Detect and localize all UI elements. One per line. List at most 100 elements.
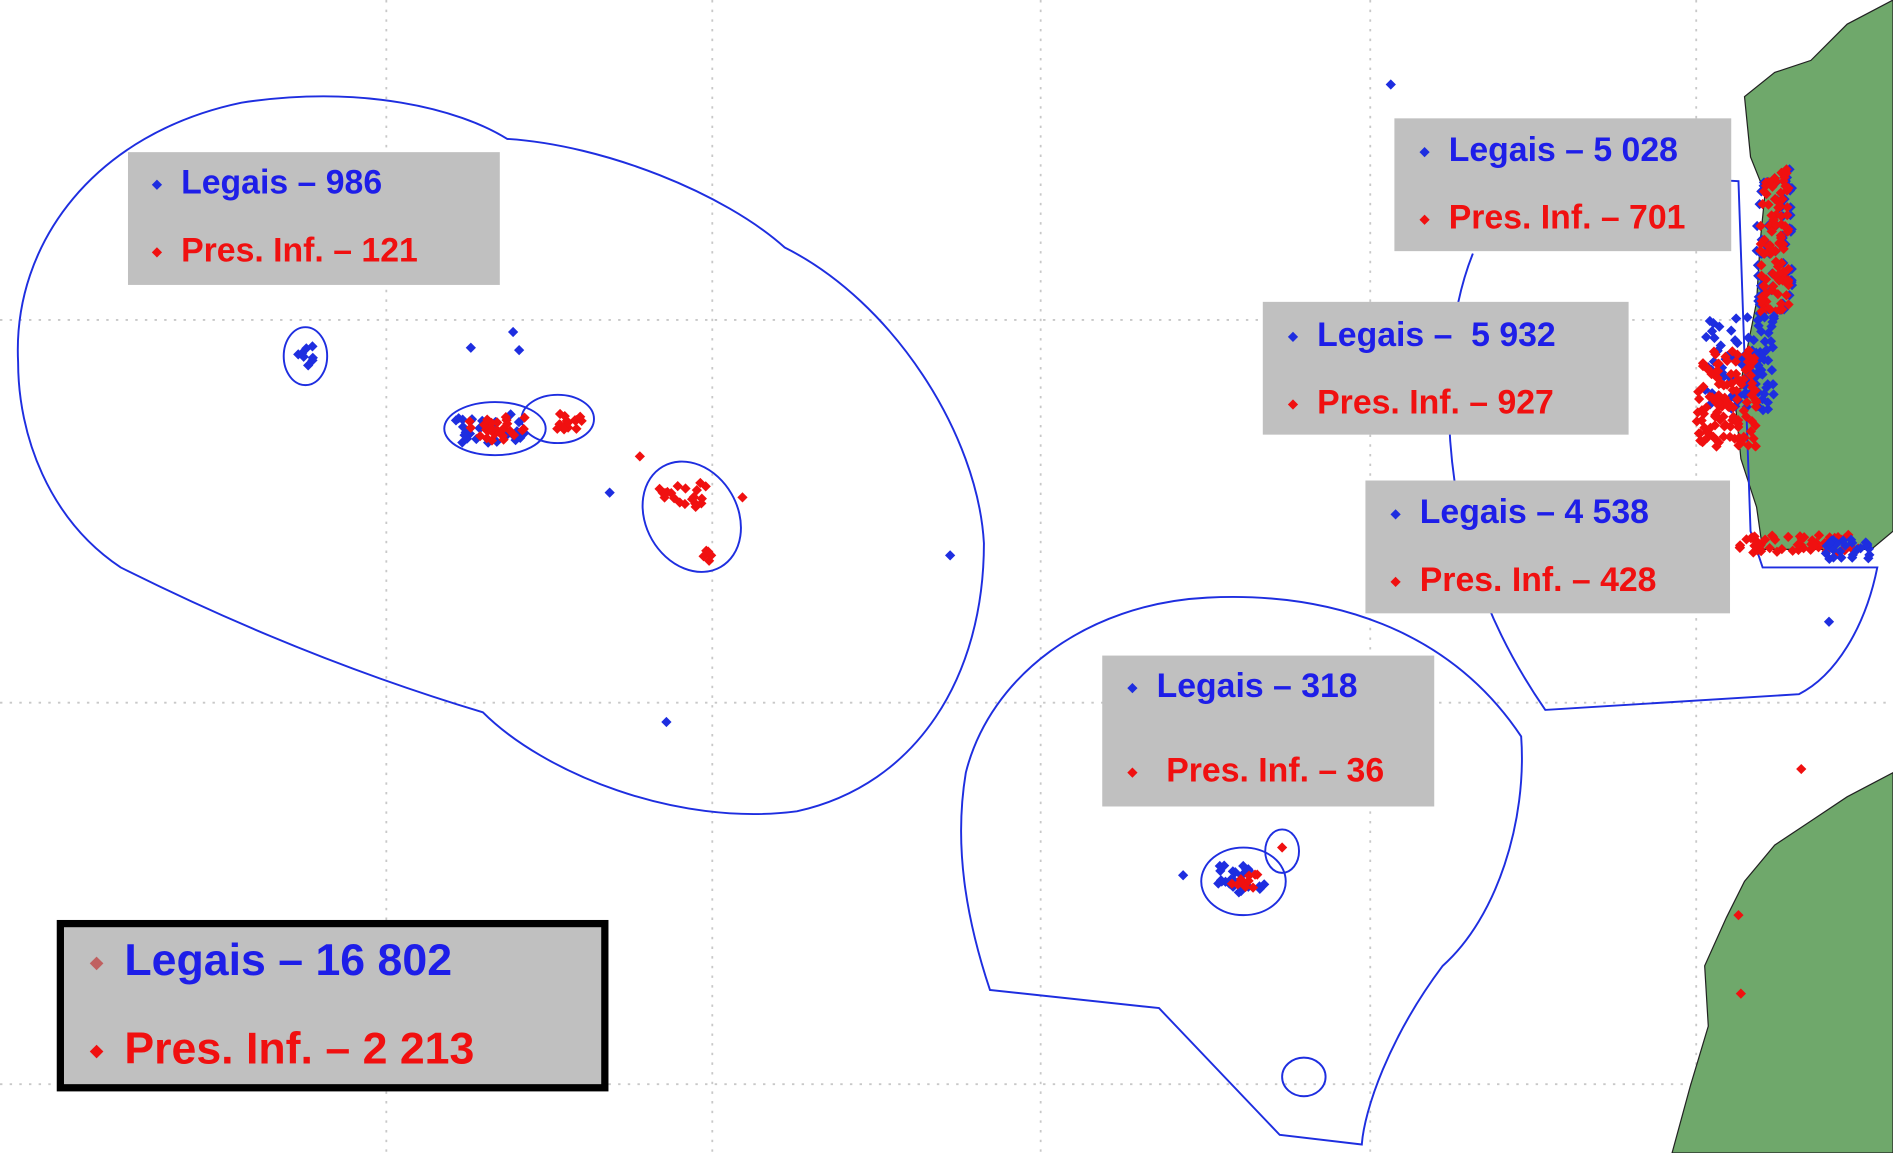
legal-count: Legais – 4 538 <box>1420 493 1649 531</box>
label-box: Legais – 5 028 Pres. Inf. – 701 <box>1394 118 1732 252</box>
point <box>1726 325 1737 336</box>
total-legal: Legais – 16 802 <box>124 936 452 985</box>
point <box>1781 167 1792 179</box>
point <box>1745 426 1757 437</box>
point <box>1691 416 1702 427</box>
point <box>1718 411 1729 422</box>
point <box>1759 336 1771 347</box>
infraction-count: Pres. Inf. – 927 <box>1317 383 1554 421</box>
point <box>575 411 586 422</box>
eez-boundaries <box>16 95 1879 1146</box>
point <box>1178 870 1189 881</box>
point <box>1385 79 1396 90</box>
point <box>558 424 570 435</box>
point <box>1731 415 1742 427</box>
point <box>1698 381 1709 392</box>
point <box>1813 530 1825 541</box>
label-box: Legais – 4 538 Pres. Inf. – 428 <box>1365 480 1731 614</box>
point <box>492 417 503 428</box>
bullet <box>151 179 163 190</box>
point <box>634 451 645 462</box>
point <box>1254 881 1265 892</box>
point <box>464 416 475 427</box>
point <box>1230 867 1241 878</box>
point <box>465 422 476 433</box>
point <box>1243 875 1254 886</box>
infraction-count: Pres. Inf. – 121 <box>181 231 418 269</box>
point <box>1276 842 1288 853</box>
point <box>1742 312 1753 323</box>
point <box>1776 543 1787 555</box>
point <box>293 349 304 360</box>
point <box>1708 317 1719 329</box>
total-infraction: Pres. Inf. – 2 213 <box>124 1024 474 1073</box>
label-box: Legais – 986 Pres. Inf. – 121 <box>127 152 500 285</box>
box-background <box>127 152 500 285</box>
point <box>1783 531 1794 542</box>
point <box>307 352 318 363</box>
point <box>1731 313 1742 324</box>
legal-count: Legais – 986 <box>181 164 382 202</box>
box-background <box>1102 655 1435 807</box>
point <box>507 326 519 338</box>
point <box>1712 372 1723 383</box>
point <box>661 716 672 728</box>
point <box>1730 356 1741 367</box>
point <box>1698 436 1709 447</box>
point <box>1766 365 1778 376</box>
point <box>1235 874 1246 885</box>
legal-count: Legais – 318 <box>1157 667 1358 705</box>
point <box>737 492 748 503</box>
point <box>1706 392 1718 403</box>
bullet <box>1127 683 1138 694</box>
point <box>1709 332 1720 344</box>
point <box>1756 368 1767 379</box>
point <box>700 481 711 492</box>
point <box>1767 379 1779 390</box>
legal-count: Legais – 5 028 <box>1449 131 1678 169</box>
bullet <box>1127 767 1138 778</box>
point <box>1796 763 1807 775</box>
infraction-count: Pres. Inf. – 428 <box>1420 561 1657 599</box>
point <box>1694 428 1706 439</box>
point <box>1712 365 1723 376</box>
point <box>680 483 691 494</box>
box-background <box>1262 301 1629 435</box>
legal-count: Legais – 5 932 <box>1317 316 1556 354</box>
point <box>554 408 566 420</box>
point <box>1757 404 1769 416</box>
point <box>1768 313 1780 324</box>
point <box>659 487 671 499</box>
point <box>1710 434 1722 445</box>
point <box>1732 349 1743 360</box>
point <box>1215 865 1226 876</box>
point <box>1732 394 1743 405</box>
point <box>1735 988 1747 999</box>
infraction-count: Pres. Inf. – 701 <box>1449 199 1686 237</box>
box-background <box>56 919 609 1092</box>
point <box>1761 344 1772 356</box>
point <box>1733 910 1744 921</box>
point <box>1249 869 1261 880</box>
label-box: Legais – 318 Pres. Inf. – 36 <box>1102 655 1435 807</box>
point <box>514 345 525 356</box>
label-box: Legais – 5 932 Pres. Inf. – 927 <box>1262 301 1629 435</box>
point <box>1215 875 1227 886</box>
point <box>1740 390 1751 401</box>
bullet <box>151 247 163 258</box>
point <box>1729 335 1741 346</box>
point <box>1746 378 1758 389</box>
point <box>1823 616 1835 627</box>
point <box>944 550 956 561</box>
point <box>552 423 563 434</box>
point <box>1828 552 1839 563</box>
box-background <box>1365 480 1731 614</box>
box-background <box>1394 118 1732 252</box>
point <box>1238 860 1249 872</box>
total-box: Legais – 16 802 Pres. Inf. – 2 213 <box>56 919 609 1092</box>
vessel-points <box>293 79 1875 999</box>
point <box>1750 395 1761 406</box>
point <box>1762 355 1774 366</box>
